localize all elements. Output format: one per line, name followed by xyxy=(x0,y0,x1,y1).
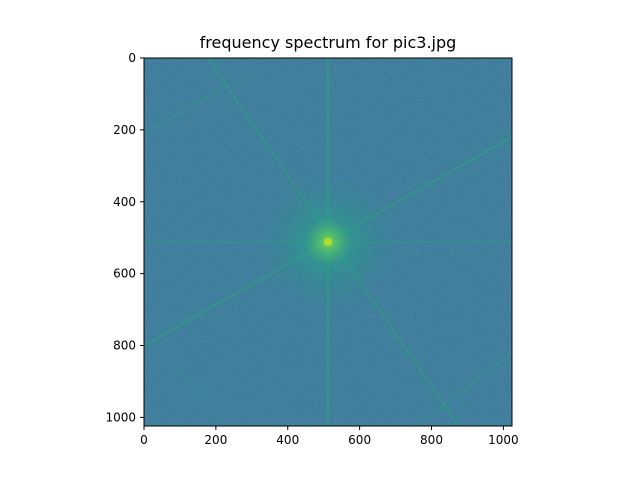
y-tick-label: 200 xyxy=(113,123,136,137)
spectrum-center-peak xyxy=(324,238,332,246)
y-tick-label: 400 xyxy=(113,195,136,209)
x-tick-label: 800 xyxy=(420,433,443,447)
y-tick-label: 800 xyxy=(113,339,136,353)
y-tick-label: 1000 xyxy=(105,410,136,424)
diagonal-streak-lower-right xyxy=(416,352,512,426)
x-tick-label: 600 xyxy=(348,433,371,447)
diagonal-streak-upper-right xyxy=(423,58,512,152)
axes-frame xyxy=(143,57,513,427)
y-tick-label: 600 xyxy=(113,267,136,281)
x-tick-label: 200 xyxy=(204,433,227,447)
chart-title: frequency spectrum for pic3.jpg xyxy=(199,33,457,52)
x-tick-label: 0 xyxy=(140,433,148,447)
axes: 0 200 400 600 800 1000 0 200 400 600 800 1000 xyxy=(105,51,518,447)
x-tick-label: 400 xyxy=(276,433,299,447)
x-tick-label: 1000 xyxy=(488,433,519,447)
y-tick-label: 0 xyxy=(128,51,136,65)
spectrum-image xyxy=(144,58,512,426)
diagonal-streak-lower-left xyxy=(157,345,228,426)
diagonal-streak-upper-left xyxy=(144,71,253,135)
